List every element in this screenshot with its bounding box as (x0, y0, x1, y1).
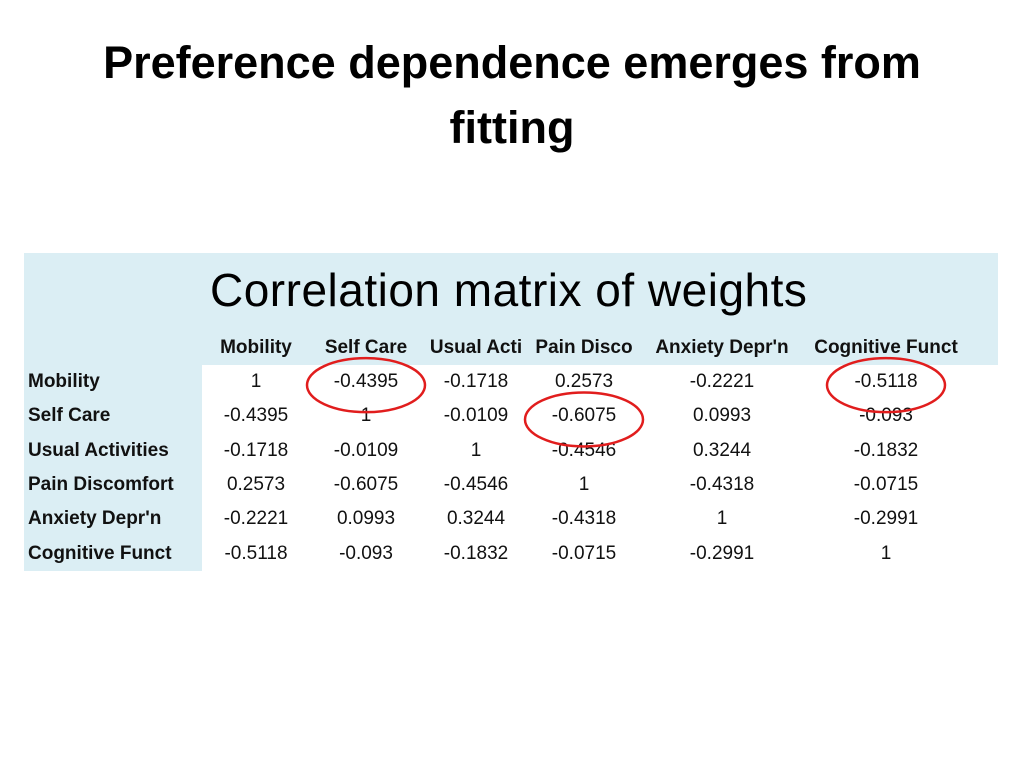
matrix-cell: 1 (250, 371, 262, 392)
matrix-cell: -0.4318 (551, 508, 617, 530)
matrix-cell: 0.0993 (336, 508, 396, 530)
column-header: Mobility (220, 337, 292, 358)
matrix-cell: -0.4546 (443, 473, 509, 495)
slide-title-line-2: fitting (449, 102, 575, 154)
matrix-cell: -0.4395 (333, 371, 399, 392)
matrix-cell: -0.1718 (443, 371, 509, 392)
matrix-cell: 0.3244 (446, 508, 506, 530)
highlight-ellipse (305, 356, 427, 414)
matrix-cell: 1 (360, 405, 372, 427)
matrix-cell: -0.1832 (853, 439, 919, 461)
row-header: Mobility (28, 371, 100, 392)
matrix-cell: -0.093 (339, 542, 393, 564)
matrix-cell: -0.2991 (853, 508, 919, 530)
row-header: Usual Activities (28, 439, 169, 461)
matrix-cell: -0.6075 (551, 405, 617, 427)
matrix-cell: 1 (880, 542, 892, 564)
matrix-cell: -0.4395 (223, 405, 289, 427)
slide-title: Preference dependence emerges from fitti… (0, 30, 1024, 161)
matrix-cell: 1 (470, 439, 482, 461)
matrix-cell: -0.4318 (689, 473, 755, 495)
matrix-cell: -0.1832 (443, 542, 509, 564)
matrix-cell: 0.0993 (692, 405, 752, 427)
column-header: Self Care (324, 337, 408, 358)
column-header: Usual Acti (429, 337, 523, 358)
matrix-cell: -0.2221 (689, 371, 755, 392)
row-header: Self Care (28, 405, 111, 427)
matrix-cell: -0.1718 (223, 439, 289, 461)
matrix-cell: 0.3244 (692, 439, 752, 461)
matrix-cell: -0.0715 (853, 473, 919, 495)
matrix-cell: -0.5118 (854, 371, 918, 392)
row-header: Anxiety Depr'n (28, 508, 162, 530)
matrix-cell: -0.0109 (333, 439, 399, 461)
matrix-cell: 0.2573 (554, 371, 614, 392)
column-header: Pain Disco (535, 337, 633, 358)
slide-title-line-1: Preference dependence emerges from (103, 37, 921, 88)
row-label-band (24, 365, 202, 571)
matrix-cell: -0.0715 (551, 542, 617, 564)
matrix-cell: -0.2221 (223, 508, 289, 530)
matrix-cell: -0.6075 (333, 473, 399, 495)
matrix-cell: 1 (578, 473, 590, 495)
row-header: Cognitive Funct (28, 542, 172, 564)
matrix-cell: 1 (716, 508, 728, 530)
highlight-ellipse (825, 356, 947, 414)
row-header: Pain Discomfort (28, 473, 174, 495)
correlation-matrix: Correlation matrix of weights Mobility Se… (24, 253, 998, 571)
matrix-cell: 0.2573 (226, 473, 286, 495)
matrix-cell: -0.0109 (443, 405, 509, 427)
header-band (24, 253, 998, 365)
table-heading: Correlation matrix of weights (210, 264, 808, 316)
matrix-cell: -0.2991 (689, 542, 755, 564)
column-header: Anxiety Depr'n (655, 337, 789, 358)
highlight-ellipse (523, 391, 645, 448)
matrix-cell: -0.5118 (224, 542, 288, 564)
column-header: Cognitive Funct (814, 337, 958, 358)
